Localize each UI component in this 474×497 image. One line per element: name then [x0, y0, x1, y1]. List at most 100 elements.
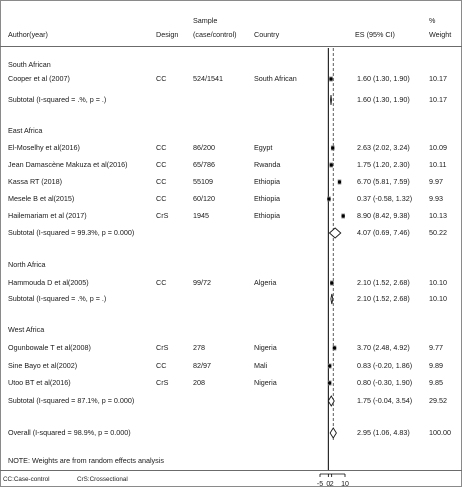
group-heading: East Africa — [8, 126, 43, 135]
legend-case-control: CC:Case-control — [3, 476, 50, 483]
subtotal-weight: 29.52 — [429, 396, 447, 405]
study-design: CrS — [156, 211, 169, 220]
study-sample: 99/72 — [193, 278, 211, 287]
study-effect-size: 1.75 (1.20, 2.30) — [357, 160, 410, 169]
study-author: Cooper et al (2007) — [8, 74, 70, 83]
forest-plot-frame — [0, 0, 462, 487]
study-design: CrS — [156, 378, 169, 387]
subtotal-diamond — [327, 395, 335, 407]
weight-column-header-top: % — [429, 16, 436, 25]
study-country: Ethiopia — [254, 194, 280, 203]
study-sample: 278 — [193, 343, 205, 352]
group-heading: South African — [8, 60, 51, 69]
study-effect-size: 0.83 (-0.20, 1.86) — [357, 361, 413, 370]
study-effect-size: 0.80 (-0.30, 1.90) — [357, 378, 413, 387]
study-country: Mali — [254, 361, 268, 370]
study-country: South African — [254, 74, 297, 83]
study-country: Nigeria — [254, 378, 277, 387]
subtotal-weight: 10.10 — [429, 294, 447, 303]
study-weight: 10.09 — [429, 143, 447, 152]
subtotal-weight: 10.17 — [429, 95, 447, 104]
sample-column-subheader: (case/control) — [193, 30, 237, 39]
study-country: Algeria — [254, 278, 277, 287]
study-author: Mesele B et al(2015) — [8, 194, 75, 203]
subtotal-effect-size: 1.60 (1.30, 1.90) — [357, 95, 410, 104]
study-weight: 9.77 — [429, 343, 443, 352]
study-design: CC — [156, 143, 167, 152]
study-weight: 9.93 — [429, 194, 443, 203]
overall-label: Overall (I-squared = 98.9%, p = 0.000) — [8, 428, 131, 437]
study-author: Kassa RT (2018) — [8, 177, 63, 186]
study-country: Ethiopia — [254, 177, 280, 186]
overall-effect-size: 2.95 (1.06, 4.83) — [357, 428, 410, 437]
study-weight: 10.11 — [429, 160, 447, 169]
study-weight: 10.17 — [429, 74, 447, 83]
study-design: CC — [156, 177, 167, 186]
study-effect-size: 6.70 (5.81, 7.59) — [357, 177, 410, 186]
study-country: Ethiopia — [254, 211, 280, 220]
point-estimate-dot — [331, 146, 335, 150]
study-effect-size: 2.10 (1.52, 2.68) — [357, 278, 410, 287]
legend-crossectional: CrS:Crossectional — [77, 476, 128, 483]
point-estimate-dot — [330, 281, 334, 285]
point-estimate-dot — [328, 364, 332, 368]
header-divider — [0, 46, 462, 47]
study-sample: 1945 — [193, 211, 209, 220]
point-estimate-dot — [328, 381, 332, 385]
subtotal-label: Subtotal (I-squared = 99.3%, p = 0.000) — [8, 228, 135, 237]
study-design: CC — [156, 278, 167, 287]
overall-diamond — [329, 427, 337, 439]
study-sample: 65/786 — [193, 160, 215, 169]
subtotal-weight: 50.22 — [429, 228, 447, 237]
x-tick-label: -5 — [317, 481, 323, 488]
point-estimate-dot — [327, 197, 331, 201]
study-country: Rwanda — [254, 160, 281, 169]
x-tick-label: 10 — [341, 481, 349, 488]
study-weight: 9.85 — [429, 378, 443, 387]
x-tick-label: 2 — [330, 481, 334, 488]
point-estimate-dot — [329, 163, 333, 167]
author-column-header: Author(year) — [8, 30, 48, 39]
study-design: CC — [156, 74, 167, 83]
study-author: Sine Bayo et al(2002) — [8, 361, 78, 370]
study-weight: 9.89 — [429, 361, 443, 370]
study-sample: 208 — [193, 378, 205, 387]
x-tick-label: 0 — [326, 481, 330, 488]
design-column-header: Design — [156, 30, 179, 39]
subtotal-effect-size: 1.75 (-0.04, 3.54) — [357, 396, 413, 405]
study-effect-size: 0.37 (-0.58, 1.32) — [357, 194, 413, 203]
study-sample: 524/1541 — [193, 74, 223, 83]
country-column-header: Country — [254, 30, 280, 39]
study-sample: 55109 — [193, 177, 213, 186]
study-effect-size: 1.60 (1.30, 1.90) — [357, 74, 410, 83]
sample-column-header: Sample — [193, 16, 218, 25]
point-estimate-dot — [332, 346, 337, 350]
study-author: Hailemariam et al (2017) — [8, 211, 87, 220]
study-sample: 86/200 — [193, 143, 215, 152]
subtotal-diamond — [330, 94, 332, 106]
subtotal-effect-size: 2.10 (1.52, 2.68) — [357, 294, 410, 303]
study-weight: 10.10 — [429, 278, 447, 287]
study-weight: 10.13 — [429, 211, 447, 220]
weights-note: NOTE: Weights are from random effects an… — [8, 456, 164, 465]
study-author: El-Moselhy et al(2016) — [8, 143, 80, 152]
study-design: CC — [156, 361, 167, 370]
subtotal-label: Subtotal (I-squared = .%, p = .) — [8, 95, 107, 104]
footer-divider — [0, 470, 462, 471]
study-sample: 60/120 — [193, 194, 215, 203]
subtotal-label: Subtotal (I-squared = 87.1%, p = 0.000) — [8, 396, 135, 405]
study-author: Jean Damascène Makuza et al(2016) — [8, 160, 128, 169]
study-author: Utoo BT et al(2016) — [8, 378, 71, 387]
study-effect-size: 3.70 (2.48, 4.92) — [357, 343, 410, 352]
overall-weight: 100.00 — [429, 428, 451, 437]
subtotal-label: Subtotal (I-squared = .%, p = .) — [8, 294, 107, 303]
weight-column-header: Weight — [429, 30, 452, 39]
study-country: Egypt — [254, 143, 273, 152]
subtotal-effect-size: 4.07 (0.69, 7.46) — [357, 228, 410, 237]
study-author: Hammouda D et al(2005) — [8, 278, 89, 287]
study-design: CC — [156, 160, 167, 169]
study-design: CrS — [156, 343, 169, 352]
point-estimate-dot — [337, 180, 342, 184]
group-heading: North Africa — [8, 260, 46, 269]
